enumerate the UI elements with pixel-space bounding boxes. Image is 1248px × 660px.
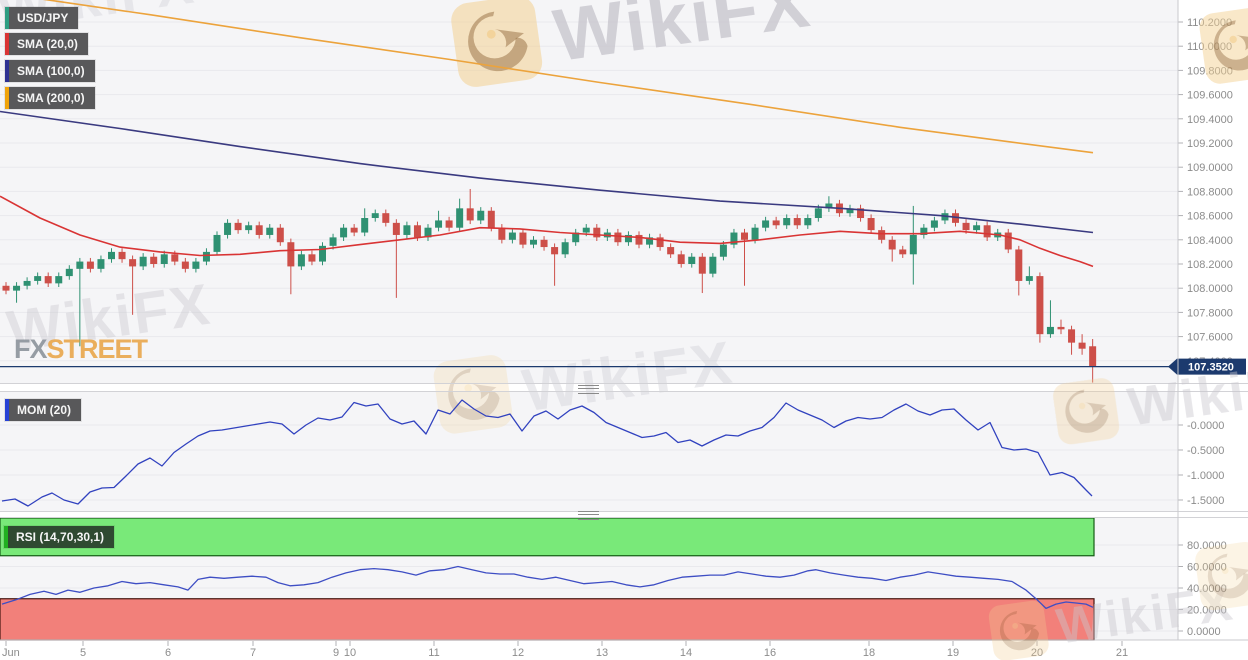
svg-text:109.2000: 109.2000 [1187,138,1233,150]
svg-text:-0.0000: -0.0000 [1187,420,1224,432]
rsi-label: RSI (14,70,30,1) [16,530,105,544]
svg-text:20: 20 [1031,647,1043,659]
mom-badge: MOM (20) [5,399,81,421]
sma100-label: SMA (100,0) [17,64,85,78]
svg-text:12: 12 [512,647,524,659]
svg-text:60.0000: 60.0000 [1187,561,1227,573]
mom-color-bar [5,399,9,421]
svg-text:10: 10 [344,647,356,659]
price-axis-labels: 110.2000 110.0000 109.8000 109.6000 109.4000… [1178,17,1233,638]
svg-text:107.6000: 107.6000 [1187,332,1233,344]
svg-text:40.0000: 40.0000 [1187,583,1227,595]
svg-text:107.3520: 107.3520 [1188,362,1234,374]
svg-text:0.0000: 0.0000 [1187,626,1221,638]
svg-text:6: 6 [165,647,171,659]
sma20-label: SMA (20,0) [17,37,78,51]
svg-text:109.0000: 109.0000 [1187,162,1233,174]
svg-text:Jun: Jun [2,647,20,659]
wikifx-watermark [1195,542,1248,611]
svg-text:110.0000: 110.0000 [1187,41,1232,53]
current-price-badge: 107.3520 [1168,358,1246,375]
sma100-badge: SMA (100,0) [5,60,95,82]
svg-text:108.6000: 108.6000 [1187,211,1233,223]
rsi-badge: RSI (14,70,30,1) [4,526,115,548]
svg-text:109.6000: 109.6000 [1187,90,1233,102]
svg-text:-1.0000: -1.0000 [1187,470,1224,482]
time-axis-labels: Jun 5 6 7 9 10 11 12 13 14 16 18 19 20 21 [2,641,1128,659]
svg-text:107.8000: 107.8000 [1187,307,1233,319]
rsi-color-bar [4,526,8,548]
fxstreet-logo-street: STREET [46,334,149,364]
sma100-color-bar [5,60,9,82]
svg-text:14: 14 [680,647,692,659]
svg-text:11: 11 [428,647,439,659]
svg-text:80.0000: 80.0000 [1187,540,1227,552]
fxstreet-logo-fx: FX [14,334,48,364]
svg-text:109.8000: 109.8000 [1187,65,1233,77]
sma200-color-bar [5,87,9,109]
svg-text:21: 21 [1116,647,1128,659]
svg-text:-1.5000: -1.5000 [1187,495,1224,507]
svg-text:108.0000: 108.0000 [1187,283,1233,295]
svg-text:7: 7 [250,647,256,659]
svg-text:108.2000: 108.2000 [1187,259,1233,271]
svg-text:20.0000: 20.0000 [1187,604,1227,616]
svg-text:-0.5000: -0.5000 [1187,445,1224,457]
svg-text:109.4000: 109.4000 [1187,114,1233,126]
svg-text:110.2000: 110.2000 [1187,17,1232,29]
symbol-label: USD/JPY [17,11,69,25]
svg-text:18: 18 [863,647,875,659]
mom-label: MOM (20) [17,403,71,417]
svg-text:108.4000: 108.4000 [1187,235,1233,247]
panel-splitter-handle[interactable] [578,385,599,394]
svg-text:13: 13 [596,647,608,659]
svg-text:108.8000: 108.8000 [1187,186,1233,198]
svg-text:16: 16 [764,647,776,659]
mom-line [1,399,1093,507]
svg-text:5: 5 [80,647,86,659]
rsi-line [1,565,1094,610]
symbol-color-bar [5,7,9,29]
symbol-badge: USD/JPY [5,7,79,29]
fxstreet-logo: FXSTREET [14,334,149,365]
sma20-badge: SMA (20,0) [5,33,88,55]
sma200-label: SMA (200,0) [17,91,85,105]
svg-text:19: 19 [947,647,959,659]
sma200-badge: SMA (200,0) [5,87,95,109]
svg-text:9: 9 [333,647,339,659]
wikifx-watermark [1199,7,1248,84]
sma20-color-bar [5,33,9,55]
panel-splitter-handle[interactable] [578,511,599,520]
